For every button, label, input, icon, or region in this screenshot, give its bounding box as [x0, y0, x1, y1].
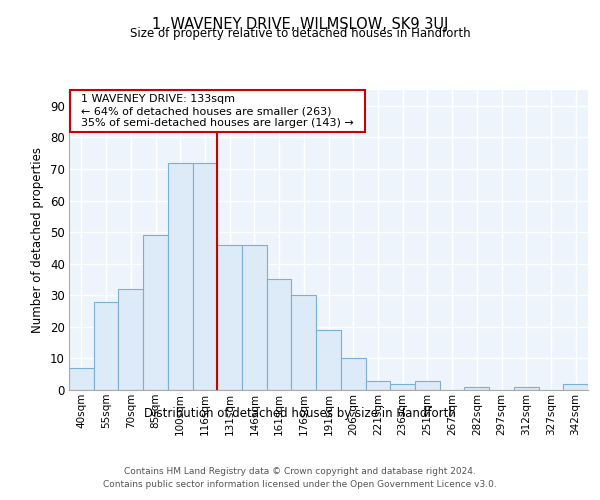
Bar [563, 384, 588, 390]
Bar [365, 380, 390, 390]
Bar [464, 387, 489, 390]
Bar [242, 244, 267, 390]
Bar [118, 289, 143, 390]
Bar [193, 162, 217, 390]
Bar [143, 236, 168, 390]
Bar [514, 387, 539, 390]
Bar [217, 244, 242, 390]
Text: Contains HM Land Registry data © Crown copyright and database right 2024.: Contains HM Land Registry data © Crown c… [124, 468, 476, 476]
Text: 1 WAVENEY DRIVE: 133sqm  
  ← 64% of detached houses are smaller (263)  
  35% o: 1 WAVENEY DRIVE: 133sqm ← 64% of detache… [74, 94, 361, 128]
Text: Distribution of detached houses by size in Handforth: Distribution of detached houses by size … [144, 408, 456, 420]
Bar [267, 280, 292, 390]
Bar [292, 296, 316, 390]
Bar [390, 384, 415, 390]
Text: Contains public sector information licensed under the Open Government Licence v3: Contains public sector information licen… [103, 480, 497, 489]
Bar [69, 368, 94, 390]
Bar [415, 380, 440, 390]
Bar [316, 330, 341, 390]
Text: 1, WAVENEY DRIVE, WILMSLOW, SK9 3UJ: 1, WAVENEY DRIVE, WILMSLOW, SK9 3UJ [152, 18, 448, 32]
Y-axis label: Number of detached properties: Number of detached properties [31, 147, 44, 333]
Bar [341, 358, 365, 390]
Bar [168, 162, 193, 390]
Text: Size of property relative to detached houses in Handforth: Size of property relative to detached ho… [130, 28, 470, 40]
Bar [94, 302, 118, 390]
